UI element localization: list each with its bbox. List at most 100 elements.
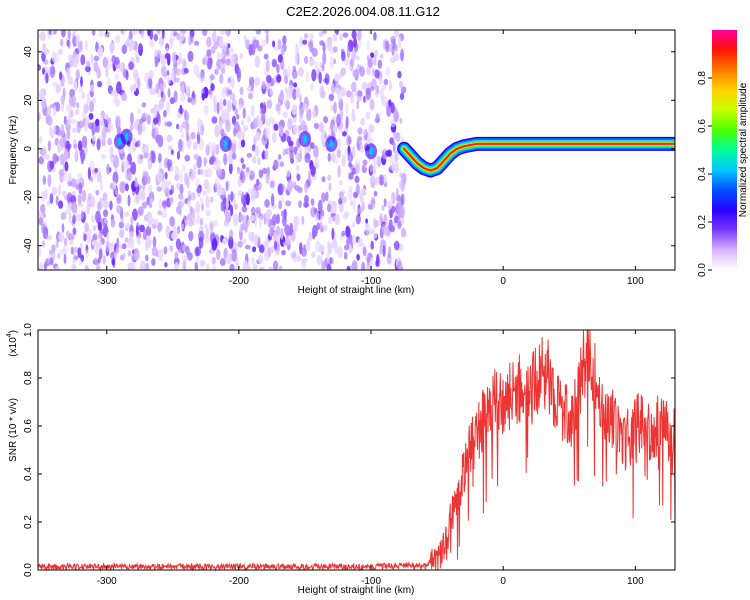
noise-blob — [374, 220, 380, 227]
noise-blob — [106, 241, 110, 253]
noise-blob — [203, 157, 207, 167]
noise-blob — [95, 210, 101, 223]
noise-blob — [166, 121, 173, 127]
noise-blob — [85, 60, 91, 67]
noise-blob — [337, 90, 342, 102]
spectrogram-marks — [38, 30, 675, 270]
noise-blob — [60, 212, 67, 221]
noise-blob — [199, 196, 204, 205]
noise-blob — [130, 215, 134, 225]
noise-blob — [241, 163, 246, 170]
noise-blob — [97, 201, 102, 212]
noise-blob — [242, 260, 248, 270]
noise-blob — [80, 76, 83, 88]
noise-blob — [176, 123, 180, 130]
noise-blob — [101, 138, 106, 147]
noise-blob — [348, 172, 354, 180]
noise-blob — [262, 167, 268, 175]
noise-blob — [49, 257, 54, 266]
noise-blob — [65, 230, 70, 238]
noise-blob — [102, 255, 106, 265]
noise-blob — [124, 183, 129, 192]
noise-blob — [322, 224, 328, 232]
noise-blob — [112, 257, 116, 268]
noise-blob — [271, 58, 277, 68]
noise-blob — [176, 150, 181, 160]
noise-blob — [88, 112, 94, 120]
noise-blob — [59, 137, 66, 148]
noise-blob — [166, 70, 170, 76]
noise-blob — [243, 35, 247, 43]
noise-blob — [146, 211, 151, 219]
noise-blob — [133, 208, 138, 221]
noise-blob — [75, 182, 79, 190]
noise-blob — [174, 68, 181, 76]
noise-blob — [39, 262, 43, 270]
noise-blob — [104, 127, 109, 133]
noise-blob — [128, 40, 132, 52]
noise-blob — [41, 147, 47, 160]
noise-blob — [298, 68, 303, 78]
noise-blob — [212, 95, 217, 106]
noise-blob — [357, 135, 362, 144]
noise-blob — [176, 112, 182, 119]
noise-blob — [86, 198, 90, 209]
noise-blob — [49, 126, 53, 136]
noise-blob — [357, 40, 362, 49]
noise-blob — [284, 224, 291, 236]
noise-blob — [287, 234, 292, 245]
noise-blob — [174, 173, 180, 181]
noise-blob — [137, 108, 142, 114]
noise-blob — [276, 73, 282, 84]
noise-blob — [70, 118, 77, 125]
noise-blob — [243, 124, 249, 132]
noise-blob — [107, 117, 112, 124]
noise-blob — [239, 86, 244, 96]
snr-y-tick-label: 0.2 — [23, 515, 34, 529]
noise-blob — [197, 168, 201, 175]
noise-blob — [327, 174, 332, 181]
noise-blob — [394, 30, 399, 38]
noise-blob — [52, 30, 57, 35]
noise-blob — [115, 190, 118, 196]
noise-blob — [327, 203, 331, 213]
noise-blob — [214, 124, 220, 138]
noise-blob — [256, 178, 260, 187]
noise-blob — [318, 31, 323, 38]
noise-blob — [72, 30, 78, 34]
noise-blob — [205, 195, 210, 209]
noise-blob — [296, 173, 301, 181]
noise-blob — [247, 219, 251, 228]
noise-blob — [67, 54, 74, 61]
noise-blob — [140, 30, 145, 38]
noise-blob — [84, 265, 89, 270]
noise-blob — [336, 113, 341, 127]
noise-blob — [205, 144, 210, 156]
noise-blob — [341, 196, 347, 204]
noise-blob — [76, 213, 82, 222]
noise-blob — [321, 260, 326, 270]
noise-blob — [253, 234, 259, 243]
noise-blob — [146, 114, 151, 125]
noise-blob — [112, 94, 119, 104]
noise-blob — [216, 51, 220, 60]
noise-blob — [213, 30, 217, 42]
noise-blob — [306, 241, 311, 251]
noise-blob — [269, 180, 275, 188]
noise-blob — [72, 227, 77, 236]
noise-blob — [158, 248, 164, 262]
noise-blob — [138, 43, 142, 52]
colorbar-tick-label: 0.0 — [697, 263, 708, 277]
noise-blob — [227, 194, 231, 202]
noise-blob — [78, 259, 83, 266]
noise-blob — [234, 203, 238, 210]
noise-blob — [222, 237, 227, 246]
noise-blob — [162, 212, 167, 219]
noise-blob — [203, 104, 209, 116]
noise-blob — [41, 190, 46, 202]
noise-blob — [275, 103, 281, 112]
noise-blob — [369, 256, 373, 267]
noise-blob — [373, 232, 378, 239]
noise-blob — [116, 237, 120, 249]
noise-blob — [399, 117, 403, 124]
